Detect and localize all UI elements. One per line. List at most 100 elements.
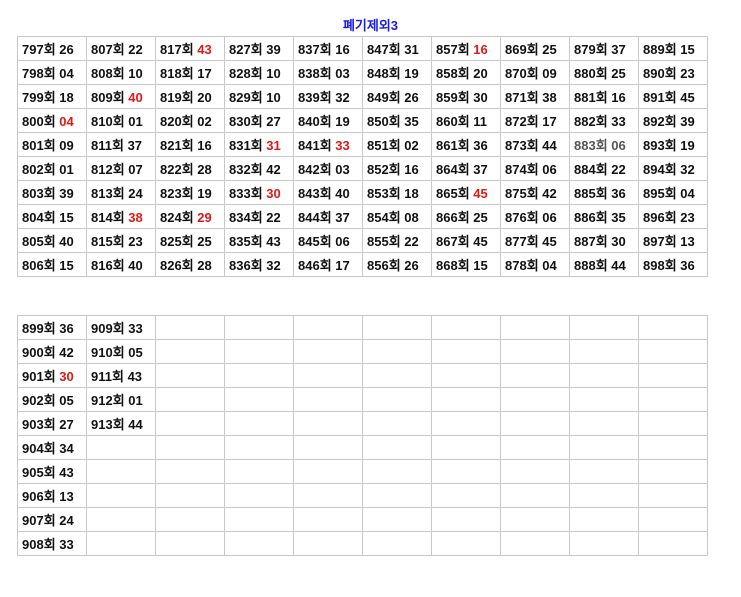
round-label: 866회 bbox=[436, 210, 470, 225]
table-cell: 818회 17 bbox=[155, 60, 225, 85]
table-cell bbox=[431, 459, 501, 484]
table-row: 908회 33 bbox=[17, 531, 708, 556]
round-label: 812회 bbox=[91, 162, 125, 177]
round-label: 835회 bbox=[229, 234, 263, 249]
round-label: 813회 bbox=[91, 186, 125, 201]
table-cell: 879회 37 bbox=[569, 36, 639, 61]
table-cell bbox=[86, 459, 156, 484]
table-cell: 800회 04 bbox=[17, 108, 87, 133]
table-row: 907회 24 bbox=[17, 507, 708, 532]
round-label: 897회 bbox=[643, 234, 677, 249]
round-label: 829회 bbox=[229, 90, 263, 105]
number-value: 43 bbox=[266, 234, 281, 249]
round-label: 861회 bbox=[436, 138, 470, 153]
number-value: 04 bbox=[59, 66, 74, 81]
results-table-1: 797회 26 807회 22 817회 43 827회 39 837회 16 847회 … bbox=[17, 36, 708, 277]
table-cell: 873회 44 bbox=[500, 132, 570, 157]
number-value: 13 bbox=[59, 489, 74, 504]
round-label: 846회 bbox=[298, 258, 332, 273]
table-cell: 835회 43 bbox=[224, 228, 294, 253]
round-label: 822회 bbox=[160, 162, 194, 177]
table-cell: 849회 26 bbox=[362, 84, 432, 109]
round-label: 838회 bbox=[298, 66, 332, 81]
round-label: 880회 bbox=[574, 66, 608, 81]
round-label: 850회 bbox=[367, 114, 401, 129]
table-cell: 877회 45 bbox=[500, 228, 570, 253]
number-value: 37 bbox=[611, 42, 626, 57]
table-cell: 903회 27 bbox=[17, 411, 87, 436]
round-label: 884회 bbox=[574, 162, 608, 177]
table-cell: 851회 02 bbox=[362, 132, 432, 157]
round-label: 911회 bbox=[91, 369, 124, 384]
table-cell: 809회 40 bbox=[86, 84, 156, 109]
table-cell: 830회 27 bbox=[224, 108, 294, 133]
number-value: 39 bbox=[59, 186, 74, 201]
table-cell: 891회 45 bbox=[638, 84, 708, 109]
table-cell bbox=[638, 531, 708, 556]
table-cell: 845회 06 bbox=[293, 228, 363, 253]
page-title: 폐기제외3 bbox=[342, 18, 399, 33]
number-value: 33 bbox=[59, 537, 74, 552]
round-label: 798회 bbox=[22, 66, 56, 81]
table-cell bbox=[86, 483, 156, 508]
number-value: 29 bbox=[197, 210, 212, 225]
round-label: 901회 bbox=[22, 369, 56, 384]
round-label: 864회 bbox=[436, 162, 470, 177]
table-cell bbox=[155, 411, 225, 436]
number-value: 19 bbox=[335, 114, 350, 129]
number-value: 06 bbox=[542, 210, 557, 225]
number-value: 39 bbox=[680, 114, 695, 129]
number-value: 16 bbox=[197, 138, 212, 153]
table-cell bbox=[500, 315, 570, 340]
number-value: 25 bbox=[611, 66, 626, 81]
table-cell bbox=[431, 387, 501, 412]
round-label: 900회 bbox=[22, 345, 56, 360]
table-cell bbox=[431, 339, 501, 364]
table-cell bbox=[362, 411, 432, 436]
table-cell: 913회 44 bbox=[86, 411, 156, 436]
table-cell: 824회 29 bbox=[155, 204, 225, 229]
number-value: 37 bbox=[127, 138, 143, 153]
table-cell bbox=[569, 363, 639, 388]
round-label: 848회 bbox=[367, 66, 401, 81]
round-label: 817회 bbox=[160, 42, 194, 57]
table-cell bbox=[362, 507, 432, 532]
table-cell bbox=[155, 387, 225, 412]
round-label: 906회 bbox=[22, 489, 56, 504]
table-cell: 817회 43 bbox=[155, 36, 225, 61]
number-value: 40 bbox=[335, 186, 350, 201]
number-value: 23 bbox=[128, 234, 143, 249]
number-value: 39 bbox=[266, 42, 281, 57]
round-label: 824회 bbox=[160, 210, 194, 225]
table-cell: 806회 15 bbox=[17, 252, 87, 277]
table-cell: 889회 15 bbox=[638, 36, 708, 61]
number-value: 22 bbox=[611, 162, 626, 177]
number-value: 04 bbox=[59, 114, 74, 129]
table-cell bbox=[569, 531, 639, 556]
number-value: 07 bbox=[128, 162, 143, 177]
table-cell: 871회 38 bbox=[500, 84, 570, 109]
number-value: 30 bbox=[266, 186, 281, 201]
round-label: 833회 bbox=[229, 186, 263, 201]
round-label: 888회 bbox=[574, 258, 608, 273]
table-cell: 842회 03 bbox=[293, 156, 363, 181]
round-label: 826회 bbox=[160, 258, 194, 273]
round-label: 908회 bbox=[22, 537, 56, 552]
table-row: 799회 18 809회 40 819회 20 829회 10 839회 32 849회 … bbox=[17, 84, 708, 109]
table-cell: 843회 40 bbox=[293, 180, 363, 205]
number-value: 31 bbox=[404, 42, 419, 57]
number-value: 23 bbox=[680, 66, 695, 81]
round-label: 841회 bbox=[298, 138, 332, 153]
table-cell: 894회 32 bbox=[638, 156, 708, 181]
table-cell: 897회 13 bbox=[638, 228, 708, 253]
table-cell: 827회 39 bbox=[224, 36, 294, 61]
table-cell: 893회 19 bbox=[638, 132, 708, 157]
table-cell: 821회 16 bbox=[155, 132, 225, 157]
number-value: 28 bbox=[197, 162, 212, 177]
round-label: 913회 bbox=[91, 417, 125, 432]
round-label: 887회 bbox=[574, 234, 608, 249]
table-cell: 860회 11 bbox=[431, 108, 501, 133]
table-row: 800회 04 810회 01 820회 02 830회 27 840회 19 850회 … bbox=[17, 108, 708, 133]
table-cell bbox=[500, 483, 570, 508]
table-cell bbox=[293, 315, 363, 340]
